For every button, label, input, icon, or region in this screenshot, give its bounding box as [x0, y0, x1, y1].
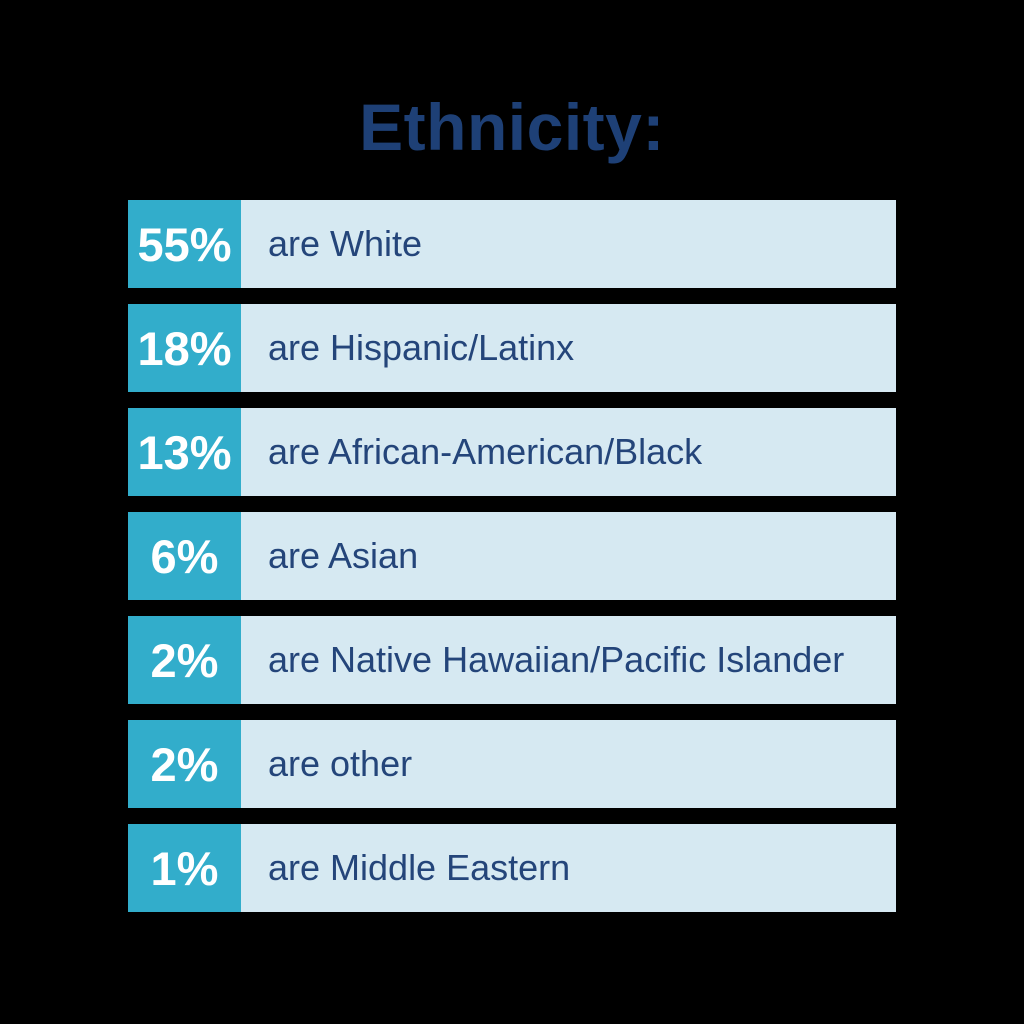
- percent-badge: 2%: [128, 616, 241, 704]
- ethnicity-label: are Native Hawaiian/Pacific Islander: [241, 616, 896, 704]
- ethnicity-row: 2% are other: [128, 720, 896, 808]
- ethnicity-label: are African-American/Black: [241, 408, 896, 496]
- percent-badge: 18%: [128, 304, 241, 392]
- ethnicity-row: 2% are Native Hawaiian/Pacific Islander: [128, 616, 896, 704]
- ethnicity-label: are Middle Eastern: [241, 824, 896, 912]
- ethnicity-label: are White: [241, 200, 896, 288]
- percent-badge: 1%: [128, 824, 241, 912]
- ethnicity-row: 18% are Hispanic/Latinx: [128, 304, 896, 392]
- percent-badge: 2%: [128, 720, 241, 808]
- ethnicity-row: 55% are White: [128, 200, 896, 288]
- ethnicity-label: are Asian: [241, 512, 896, 600]
- percent-badge: 13%: [128, 408, 241, 496]
- ethnicity-label: are Hispanic/Latinx: [241, 304, 896, 392]
- ethnicity-rows: 55% are White 18% are Hispanic/Latinx 13…: [128, 200, 896, 912]
- percent-badge: 6%: [128, 512, 241, 600]
- percent-badge: 55%: [128, 200, 241, 288]
- ethnicity-row: 1% are Middle Eastern: [128, 824, 896, 912]
- page-title: Ethnicity:: [359, 90, 665, 164]
- ethnicity-label: are other: [241, 720, 896, 808]
- ethnicity-row: 13% are African-American/Black: [128, 408, 896, 496]
- ethnicity-row: 6% are Asian: [128, 512, 896, 600]
